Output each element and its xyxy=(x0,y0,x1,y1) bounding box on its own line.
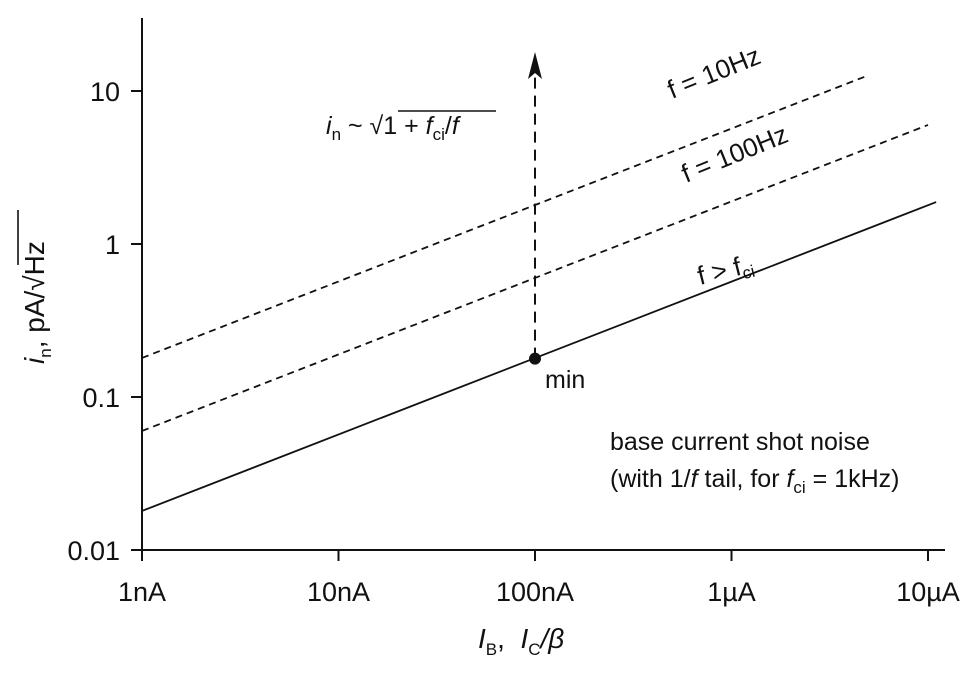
min-point xyxy=(529,352,541,365)
arrow-head xyxy=(528,51,542,79)
x-tick-label: 10µA xyxy=(896,577,960,607)
x-tick-label: 100nA xyxy=(496,577,574,607)
note-line2-c: = 1kHz) xyxy=(806,465,900,493)
formula-f: f xyxy=(426,112,436,140)
note-line1: base current shot noise xyxy=(610,428,870,456)
x-tick-label: 1µA xyxy=(707,577,756,607)
y-axis-title-main: i xyxy=(19,357,50,364)
x-axis-title-tail: /β xyxy=(539,623,565,654)
note-line2-b: tail, for xyxy=(698,465,787,493)
note-line2: (with 1/f tail, for fci = 1kHz) xyxy=(610,465,899,497)
y-axis-title-units: , pA/√Hz xyxy=(19,241,50,348)
curve-label-100hz: f = 100Hz xyxy=(677,119,792,189)
curve-label-10hz: f = 10Hz xyxy=(663,40,765,104)
x-tick-label: 10nA xyxy=(307,577,370,607)
formula-n: n xyxy=(332,125,341,144)
note-line2-f: f xyxy=(691,465,701,493)
y-tick-label: 0.01 xyxy=(67,536,120,566)
x-tick-label: 1nA xyxy=(118,577,166,607)
min-label: min xyxy=(545,366,585,394)
note-line2-f2: f xyxy=(786,465,796,493)
y-axis-title-sub: n xyxy=(36,348,55,357)
x-axis-title-main2: I xyxy=(520,623,528,654)
curve-label-fci-sub: ci xyxy=(740,262,757,283)
y-ticks: 0.01 0.1 1 10 xyxy=(67,77,142,566)
y-tick-label: 10 xyxy=(90,77,120,107)
x-axis-title-sep: , xyxy=(497,623,520,654)
note-line2-a: (with 1/ xyxy=(610,465,691,493)
curve-label-fci: f > fci xyxy=(694,248,757,294)
x-axis-title-sub2: C xyxy=(528,640,540,659)
note-line2-sub: ci xyxy=(793,478,805,497)
formula-ci: ci xyxy=(433,125,445,144)
x-ticks: 1nA 10nA 100nA 1µA 10µA xyxy=(118,550,960,607)
curve-label-fci-main: f > f xyxy=(694,251,745,291)
formula-f2: f xyxy=(452,112,462,140)
formula-slash: / xyxy=(445,112,452,140)
formula-annotation: in ~ √1 + fci/f xyxy=(326,112,462,144)
formula-i: i xyxy=(326,112,333,140)
y-axis-title: in, pA/√Hz xyxy=(19,241,55,364)
x-axis-title: IB, IC/β xyxy=(478,623,564,659)
y-tick-label: 1 xyxy=(105,230,120,260)
formula-mid: ~ √1 + xyxy=(341,112,426,140)
y-tick-label: 0.1 xyxy=(82,383,120,413)
x-axis-title-main1: I xyxy=(478,623,486,654)
series-line-1 xyxy=(141,74,870,359)
x-axis-title-sub1: B xyxy=(486,640,497,659)
